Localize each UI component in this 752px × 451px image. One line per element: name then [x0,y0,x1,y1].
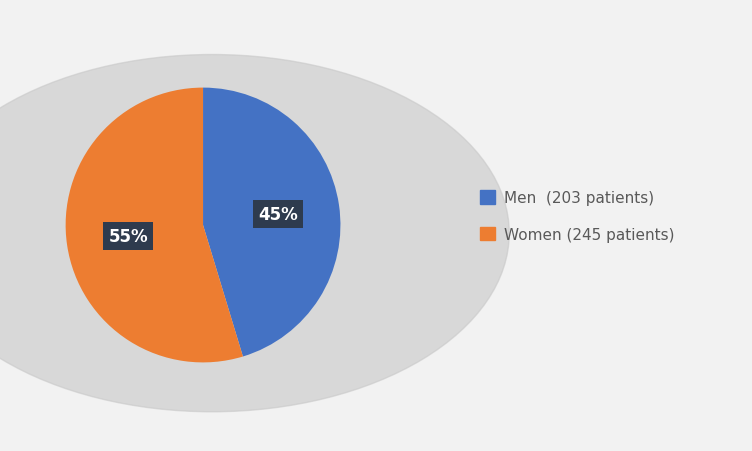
Wedge shape [65,88,243,363]
Wedge shape [203,88,341,357]
Ellipse shape [0,55,509,412]
Text: 55%: 55% [108,228,148,245]
Legend: Men  (203 patients), Women (245 patients): Men (203 patients), Women (245 patients) [474,184,681,249]
Text: 45%: 45% [258,206,298,223]
